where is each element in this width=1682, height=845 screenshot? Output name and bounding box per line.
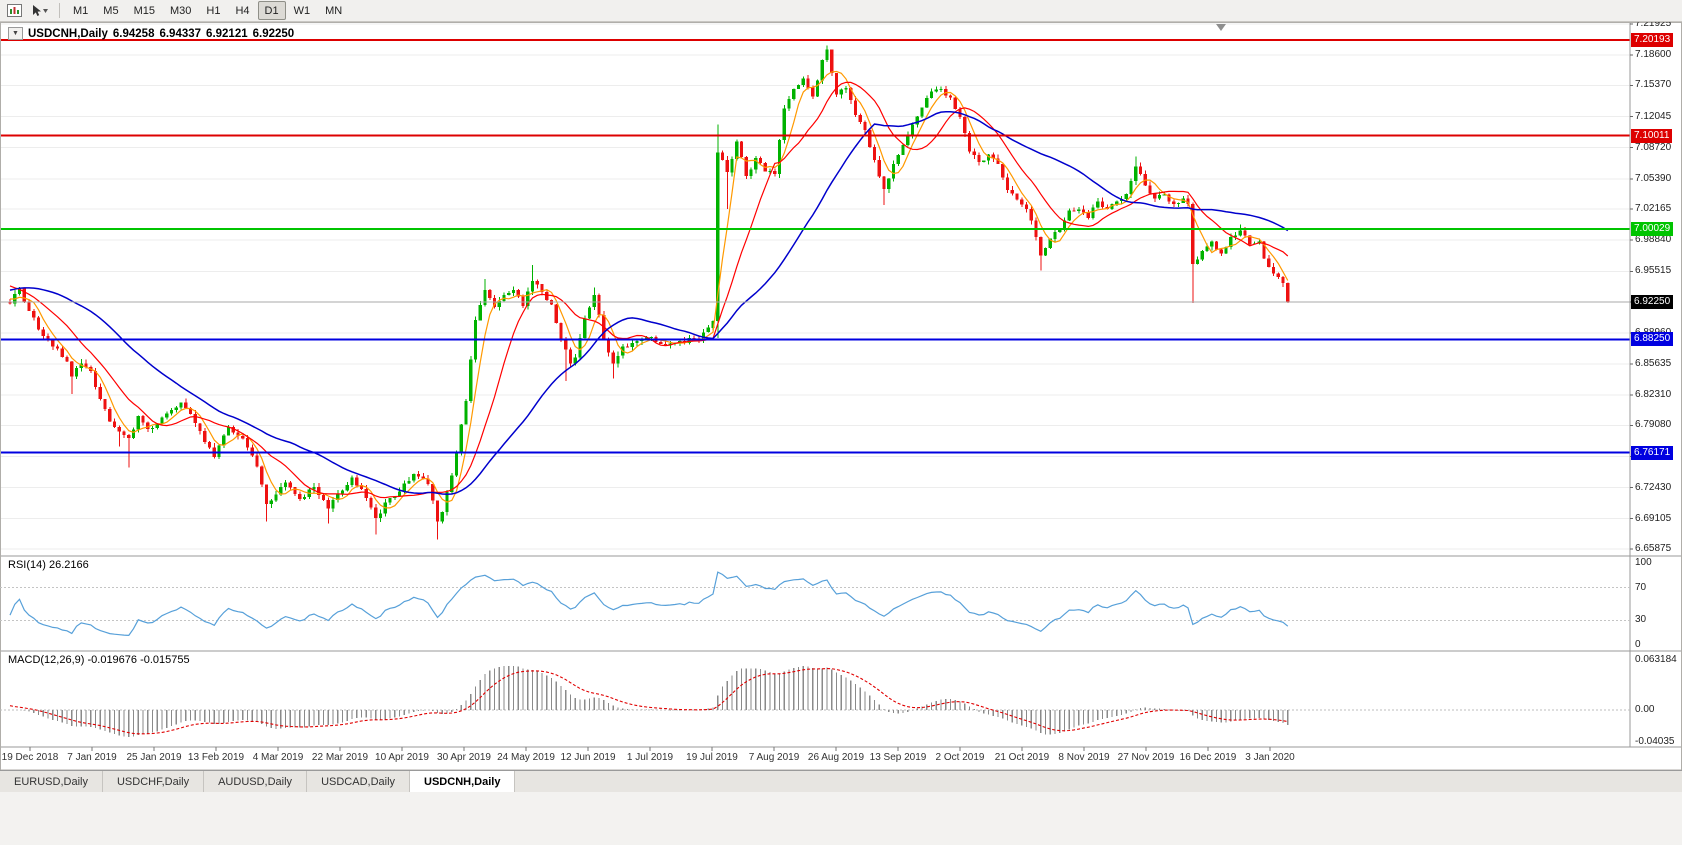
chart-shift-marker[interactable] xyxy=(1216,24,1226,31)
chart-tab-bar: EURUSD,Daily USDCHF,Daily AUDUSD,Daily USDC… xyxy=(0,770,1682,792)
date-axis-label: 21 Oct 2019 xyxy=(994,752,1050,763)
status-area xyxy=(0,792,1682,845)
price-axis-label: 7.08720 xyxy=(1635,141,1672,153)
price-axis-label: 7.05390 xyxy=(1635,172,1672,184)
symbol-label: USDCNH,Daily xyxy=(28,27,108,40)
price-axis-label: 6.69105 xyxy=(1635,512,1672,524)
date-axis-label: 16 Dec 2019 xyxy=(1179,752,1237,763)
rsi-axis-label: 70 xyxy=(1635,581,1647,593)
timeframe-button-m1[interactable]: M1 xyxy=(73,4,89,17)
ohlc-close: 6.92250 xyxy=(252,27,295,40)
timeframe-button-d1[interactable]: D1 xyxy=(257,1,286,20)
date-axis-label: 30 Apr 2019 xyxy=(437,752,491,763)
timeframe-button-mn[interactable]: MN xyxy=(325,4,343,17)
date-axis-label: 8 Nov 2019 xyxy=(1058,752,1110,763)
symbol-dropdown-icon[interactable]: ▼ xyxy=(8,27,23,40)
date-axis-label: 13 Sep 2019 xyxy=(869,752,927,763)
price-axis-label: 6.88960 xyxy=(1635,327,1671,339)
date-axis-label: 1 Jul 2019 xyxy=(626,752,674,763)
macd-axis-label: 0.00 xyxy=(1635,704,1655,716)
toolbar: M1 M5 M15 M30 H1 H4 D1 W1 MN xyxy=(0,0,1682,22)
chart-window-icon[interactable] xyxy=(3,1,26,20)
date-axis-label: 13 Feb 2019 xyxy=(187,752,245,763)
date-axis-label: 22 Mar 2019 xyxy=(311,752,369,763)
ohlc-open: 6.94258 xyxy=(112,27,155,40)
ma-line-5 xyxy=(10,70,1289,509)
hline-price-label[interactable]: 6.76171 xyxy=(1631,445,1674,460)
tab-audusd-daily[interactable]: AUDUSD,Daily xyxy=(204,771,308,792)
cursor-tool-icon[interactable] xyxy=(27,1,53,20)
rsi-indicator-label: RSI(14) 26.2166 xyxy=(8,559,89,571)
price-axis-label: 7.12045 xyxy=(1635,110,1672,122)
date-axis-label: 3 Jan 2020 xyxy=(1245,752,1295,763)
toolbar-separator xyxy=(59,3,60,18)
date-axis-label: 24 May 2019 xyxy=(497,752,555,763)
price-axis-label: 6.82310 xyxy=(1635,389,1672,401)
price-axis-label: 6.65875 xyxy=(1635,543,1672,554)
price-axis-label: 7.02165 xyxy=(1635,203,1672,215)
macd-signal-line xyxy=(9,668,1288,735)
macd-axis-label: -0.04035 xyxy=(1635,736,1675,747)
price-axis-label: 6.85635 xyxy=(1635,357,1672,369)
date-axis-label: 10 Apr 2019 xyxy=(375,752,429,763)
date-axis-label: 4 Mar 2019 xyxy=(252,752,304,763)
current-price-label: 6.92250 xyxy=(1631,294,1674,309)
price-axis-label: 6.79080 xyxy=(1635,419,1672,431)
date-axis-label: 7 Jan 2019 xyxy=(67,752,117,763)
date-axis-label: 12 Jun 2019 xyxy=(560,752,616,763)
ohlc-low: 6.92121 xyxy=(206,27,248,40)
timeframe-button-m15[interactable]: M15 xyxy=(133,4,155,17)
rsi-name: RSI(14) xyxy=(8,559,46,571)
tab-usdcad-daily[interactable]: USDCAD,Daily xyxy=(307,771,411,792)
date-axis-label: 7 Aug 2019 xyxy=(748,752,800,763)
date-axis-label: 2 Oct 2019 xyxy=(935,752,985,763)
price-axis-label: 7.15370 xyxy=(1635,79,1672,91)
macd-signal-value: -0.015755 xyxy=(140,654,190,666)
chart-title: ▼ USDCNH,Daily 6.94258 6.94337 6.92121 6… xyxy=(8,27,294,40)
hline-price-label[interactable]: 7.00029 xyxy=(1631,222,1674,237)
macd-axis-label: 0.063184 xyxy=(1635,654,1677,665)
price-axis-label: 7.21925 xyxy=(1635,18,1672,29)
price-axis-label: 6.98840 xyxy=(1635,234,1672,246)
hline-price-label[interactable]: 7.10011 xyxy=(1631,128,1673,143)
macd-name: MACD(12,26,9) xyxy=(8,654,85,666)
timeframe-button-w1[interactable]: W1 xyxy=(293,4,311,17)
date-axis-label: 25 Jan 2019 xyxy=(126,752,182,763)
rsi-axis-label: 30 xyxy=(1635,614,1647,626)
date-axis-label: 26 Aug 2019 xyxy=(807,752,865,763)
tab-usdcnh-daily[interactable]: USDCNH,Daily xyxy=(410,771,516,792)
macd-main-value: -0.019676 xyxy=(87,654,138,666)
ohlc-high: 6.94337 xyxy=(159,27,202,40)
macd-indicator-label: MACD(12,26,9) -0.019676 -0.015755 xyxy=(8,654,190,666)
ma-line-13 xyxy=(9,81,1289,499)
date-axis-label: 27 Nov 2019 xyxy=(1117,752,1175,763)
date-axis-label: 19 Dec 2018 xyxy=(1,752,59,763)
timeframe-button-h4[interactable]: H4 xyxy=(235,4,250,17)
timeframe-button-m5[interactable]: M5 xyxy=(103,4,119,17)
timeframe-button-m30[interactable]: M30 xyxy=(169,4,192,17)
tab-usdchf-daily[interactable]: USDCHF,Daily xyxy=(103,771,205,792)
timeframe-button-h1[interactable]: H1 xyxy=(206,4,221,17)
price-axis-label: 6.95515 xyxy=(1635,265,1672,277)
rsi-value: 26.2166 xyxy=(48,559,89,571)
hline-price-label[interactable]: 7.20193 xyxy=(1631,33,1674,48)
rsi-axis-label: 0 xyxy=(1635,639,1641,650)
tab-eurusd-daily[interactable]: EURUSD,Daily xyxy=(0,771,103,792)
rsi-axis-label: 100 xyxy=(1635,557,1652,568)
price-axis-label: 6.72430 xyxy=(1635,481,1672,493)
hline-price-label[interactable]: 6.88250 xyxy=(1631,332,1674,347)
timeframe-group: M1 M5 M15 M30 H1 H4 D1 W1 MN xyxy=(66,1,349,20)
price-axis-label: 7.18600 xyxy=(1635,49,1672,61)
date-axis-label: 19 Jul 2019 xyxy=(686,752,738,763)
ma-line-34 xyxy=(9,110,1289,496)
rsi-line xyxy=(9,571,1289,637)
